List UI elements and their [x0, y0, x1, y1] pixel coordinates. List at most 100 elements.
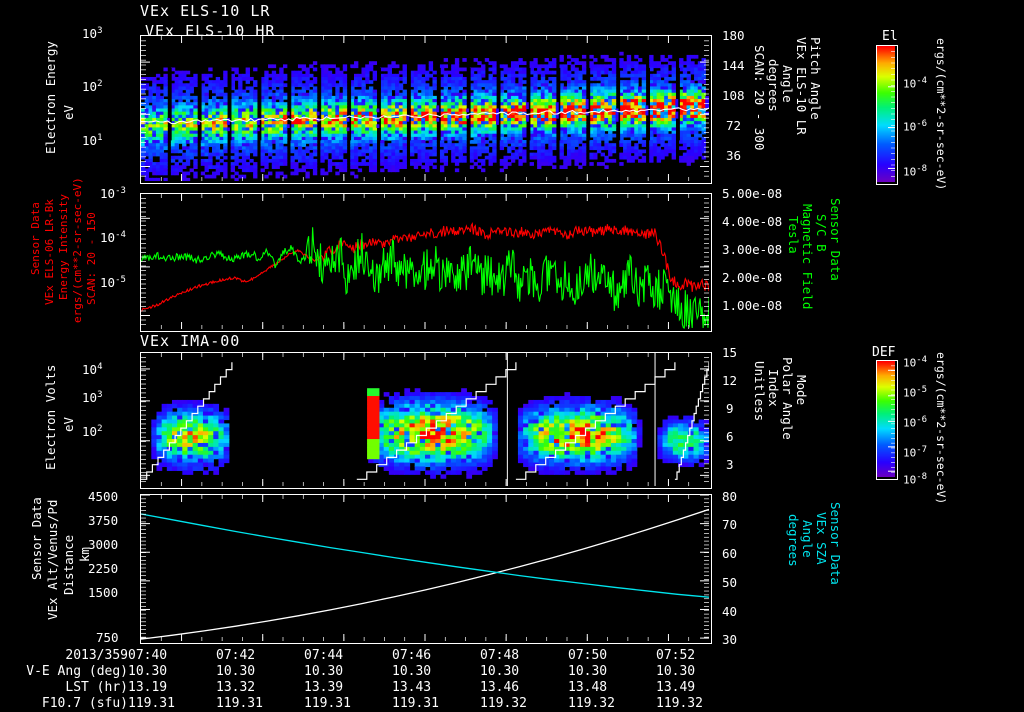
- panel2-timeseries[interactable]: [140, 193, 712, 332]
- panel4-r-tick-80: 80: [722, 489, 737, 504]
- panel3-colorbar-unit: ergs/(cm**2-sr-sec-eV): [934, 352, 948, 504]
- panel1-colorbar-gradient: [877, 46, 895, 182]
- panel1-r-tick-72: 72: [726, 118, 741, 133]
- panel3-cb-tick-2: 10-5: [903, 385, 927, 400]
- panel3-cb-tick-4: 10-7: [903, 445, 927, 460]
- footer-cell: 10.30: [568, 664, 656, 680]
- footer-cell: 119.32: [656, 696, 744, 712]
- panel3-plot-area: [141, 353, 709, 486]
- panel1-colorbar-title: El: [882, 29, 898, 44]
- panel4-r-tick-60: 60: [722, 546, 737, 561]
- footer-row-label: LST (hr): [0, 680, 128, 696]
- footer-cell: 13.49: [656, 680, 744, 696]
- footer-cell: 07:50: [568, 648, 656, 664]
- panel2-r-tick-4: 2.00e-08: [722, 270, 782, 285]
- panel4-ytick-4500: 4500: [88, 489, 118, 504]
- panel1-ytick-10: 101: [82, 133, 102, 148]
- footer-cell: 119.31: [392, 696, 480, 712]
- footer-cell: 10.30: [656, 664, 744, 680]
- panel2-r-tick-1: 5.00e-08: [722, 186, 782, 201]
- footer-cell: 119.32: [568, 696, 656, 712]
- panel3-r-tick-12: 12: [722, 373, 737, 388]
- panel1-r-tick-36: 36: [726, 148, 741, 163]
- footer-cell: 13.46: [480, 680, 568, 696]
- footer-cell: 07:44: [304, 648, 392, 664]
- panel4-orbit-geometry[interactable]: [140, 494, 712, 644]
- panel1-colorbar-unit: ergs/(cm**2-sr-sec-eV): [934, 38, 948, 190]
- footer-cell: 13.32: [216, 680, 304, 696]
- panel2-ytick-1: 10-3: [100, 186, 126, 201]
- footer-cell: 13.19: [128, 680, 216, 696]
- panel1-cb-tick-1: 10-4: [903, 76, 927, 91]
- panel4-r-tick-30: 30: [722, 632, 737, 647]
- footer-row-label: 2013/359: [0, 648, 128, 664]
- footer-row-label: F10.7 (sfu): [0, 696, 128, 712]
- panel4-plot-area: [141, 495, 709, 641]
- panel1-ytick-1000: 103: [82, 26, 102, 41]
- panel4-ytick-3750: 3750: [88, 513, 118, 528]
- footer-cell: 07:48: [480, 648, 568, 664]
- panel1-cb-tick-3: 10-8: [903, 164, 927, 179]
- footer-cell: 10.30: [480, 664, 568, 680]
- panel3-ytick-1000: 103: [82, 390, 102, 405]
- panel2-ytick-2: 10-4: [100, 230, 126, 245]
- panel3-spectrogram[interactable]: [140, 352, 712, 489]
- panel2-r-tick-2: 4.00e-08: [722, 214, 782, 229]
- panel3-colorbar-gradient: [877, 361, 895, 477]
- panel3-colorbar-title: DEF: [872, 345, 895, 360]
- footer-row-label: V-E Ang (deg): [0, 664, 128, 680]
- panel3-r-tick-15: 15: [722, 345, 737, 360]
- footer-cell: 119.31: [304, 696, 392, 712]
- panel3-cb-tick-3: 10-6: [903, 415, 927, 430]
- panel1-ytick-100: 102: [82, 79, 102, 94]
- panel3-ytick-10000: 104: [82, 362, 102, 377]
- footer-cell: 119.32: [480, 696, 568, 712]
- panel4-ytick-750: 750: [96, 630, 119, 645]
- panel3-r-tick-9: 9: [726, 401, 734, 416]
- panel3-r-tick-6: 6: [726, 429, 734, 444]
- panel1-r-tick-144: 144: [722, 58, 745, 73]
- panel1-colorbar[interactable]: [876, 45, 898, 185]
- footer-cell: 10.30: [304, 664, 392, 680]
- footer-cell: 13.48: [568, 680, 656, 696]
- panel2-r-tick-5: 1.00e-08: [722, 298, 782, 313]
- panel1-spectrogram[interactable]: [140, 35, 712, 184]
- panel1-r-tick-108: 108: [722, 88, 745, 103]
- panel1-title-lr: VEx ELS-10 LR: [140, 2, 270, 20]
- panel3-cb-tick-5: 10-8: [903, 472, 927, 487]
- panel1-cb-tick-2: 10-6: [903, 119, 927, 134]
- panel3-colorbar[interactable]: [876, 360, 898, 480]
- panel1-r-tick-180: 180: [722, 28, 745, 43]
- panel1-plot-area: [141, 36, 709, 181]
- panel3-cb-tick-1: 10-4: [903, 355, 927, 370]
- footer-cell: 07:42: [216, 648, 304, 664]
- footer-cell: 13.39: [304, 680, 392, 696]
- panel2-ytick-3: 10-5: [100, 275, 126, 290]
- footer-cell: 10.30: [392, 664, 480, 680]
- panel3-title: VEx IMA-00: [140, 332, 240, 350]
- panel4-ytick-3000: 3000: [88, 537, 118, 552]
- panel4-r-tick-70: 70: [722, 517, 737, 532]
- panel4-r-tick-40: 40: [722, 604, 737, 619]
- footer-cell: 07:40: [128, 648, 216, 664]
- footer-cell: 07:46: [392, 648, 480, 664]
- panel4-r-tick-50: 50: [722, 575, 737, 590]
- panel2-plot-area: [141, 194, 709, 329]
- footer-cell: 07:52: [656, 648, 744, 664]
- footer-cell: 10.30: [128, 664, 216, 680]
- panel4-ytick-2250: 2250: [88, 561, 118, 576]
- footer-cell: 13.43: [392, 680, 480, 696]
- footer-cell: 119.31: [128, 696, 216, 712]
- footer-cell: 119.31: [216, 696, 304, 712]
- panel3-ytick-100: 102: [82, 424, 102, 439]
- panel3-r-tick-3: 3: [726, 457, 734, 472]
- footer-cell: 10.30: [216, 664, 304, 680]
- panel4-ytick-1500: 1500: [88, 585, 118, 600]
- panel2-r-tick-3: 3.00e-08: [722, 242, 782, 257]
